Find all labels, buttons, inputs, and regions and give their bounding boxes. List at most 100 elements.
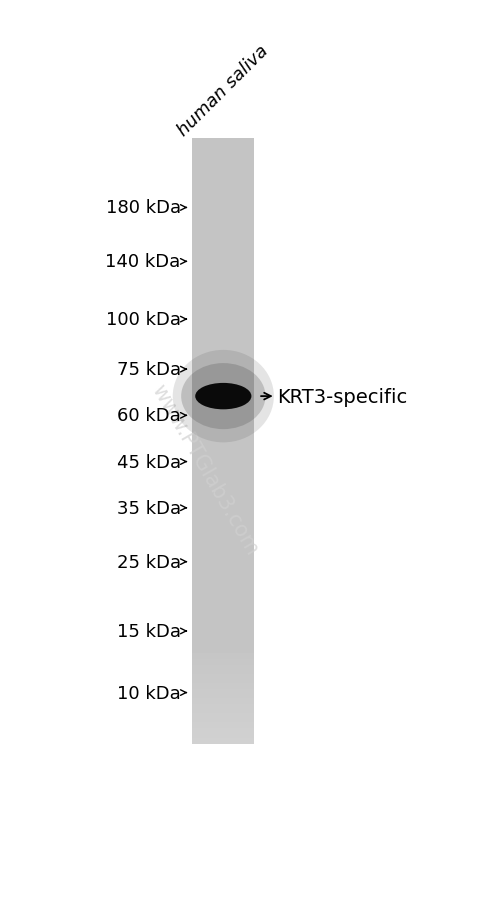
Bar [192, 544, 254, 548]
Bar [192, 495, 254, 499]
Bar [192, 396, 254, 400]
Bar [192, 338, 254, 342]
Bar [192, 275, 254, 279]
Bar [192, 586, 254, 590]
Bar [192, 665, 254, 668]
Bar [192, 568, 254, 572]
Bar [192, 347, 254, 351]
Text: 15 kDa: 15 kDa [116, 622, 180, 640]
Bar [192, 435, 254, 438]
Bar [192, 661, 254, 665]
Bar [192, 299, 254, 303]
Bar [192, 224, 254, 227]
Bar [192, 244, 254, 248]
Bar [192, 589, 254, 593]
Bar [192, 498, 254, 502]
Bar [192, 471, 254, 474]
Bar [192, 175, 254, 179]
Bar [192, 142, 254, 145]
Bar [192, 332, 254, 336]
Bar [192, 517, 254, 520]
Bar [192, 284, 254, 288]
Bar [192, 329, 254, 333]
Bar [192, 492, 254, 496]
Bar [192, 652, 254, 656]
Text: KRT3-specific: KRT3-specific [278, 387, 408, 406]
Bar [192, 314, 254, 318]
Bar [192, 649, 254, 653]
Text: 35 kDa: 35 kDa [116, 499, 180, 517]
Bar [192, 701, 254, 704]
Bar [192, 251, 254, 254]
Bar [192, 565, 254, 568]
Bar [192, 383, 254, 387]
Bar [192, 601, 254, 604]
Bar [192, 625, 254, 629]
Bar [192, 477, 254, 481]
Bar [192, 553, 254, 557]
Bar [192, 658, 254, 662]
Bar [192, 643, 254, 647]
Bar [192, 511, 254, 514]
Bar [192, 502, 254, 505]
Bar [192, 233, 254, 236]
Bar [192, 480, 254, 483]
Bar [192, 447, 254, 451]
Bar [192, 408, 254, 411]
Bar [192, 538, 254, 541]
Bar [192, 387, 254, 391]
Bar [192, 178, 254, 182]
Bar [192, 535, 254, 538]
Bar [192, 692, 254, 695]
Text: 60 kDa: 60 kDa [117, 407, 180, 425]
Bar [192, 401, 254, 405]
Bar [192, 381, 254, 384]
Bar [192, 656, 254, 659]
Bar [192, 305, 254, 308]
Bar [192, 562, 254, 566]
Bar [192, 547, 254, 550]
Bar [192, 354, 254, 357]
Bar [192, 374, 254, 378]
Bar [192, 462, 254, 465]
Bar [192, 187, 254, 191]
Bar [192, 229, 254, 233]
Bar [192, 513, 254, 517]
Bar [192, 529, 254, 532]
Bar [192, 604, 254, 608]
Bar [192, 359, 254, 364]
Bar [192, 166, 254, 170]
Bar [192, 468, 254, 472]
Bar [192, 419, 254, 424]
Bar [192, 238, 254, 243]
Bar [192, 670, 254, 675]
Bar [192, 504, 254, 508]
Bar [192, 197, 254, 200]
Bar [192, 459, 254, 463]
Bar [192, 211, 254, 215]
Bar [192, 139, 254, 143]
Bar [192, 592, 254, 595]
Bar [192, 287, 254, 290]
Bar [192, 640, 254, 644]
Text: human saliva: human saliva [174, 41, 272, 140]
Bar [192, 704, 254, 707]
Bar [192, 426, 254, 429]
Ellipse shape [195, 383, 252, 410]
Bar [192, 318, 254, 321]
Bar [192, 293, 254, 297]
Bar [192, 634, 254, 638]
Bar [192, 549, 254, 554]
Bar [192, 526, 254, 529]
Bar [192, 184, 254, 188]
Bar [192, 193, 254, 197]
Bar [192, 377, 254, 382]
Bar [192, 728, 254, 732]
Bar [192, 199, 254, 203]
Bar [192, 613, 254, 617]
Bar [192, 262, 254, 266]
Bar [192, 272, 254, 275]
Bar [192, 368, 254, 373]
Bar [192, 410, 254, 414]
Bar [192, 157, 254, 161]
